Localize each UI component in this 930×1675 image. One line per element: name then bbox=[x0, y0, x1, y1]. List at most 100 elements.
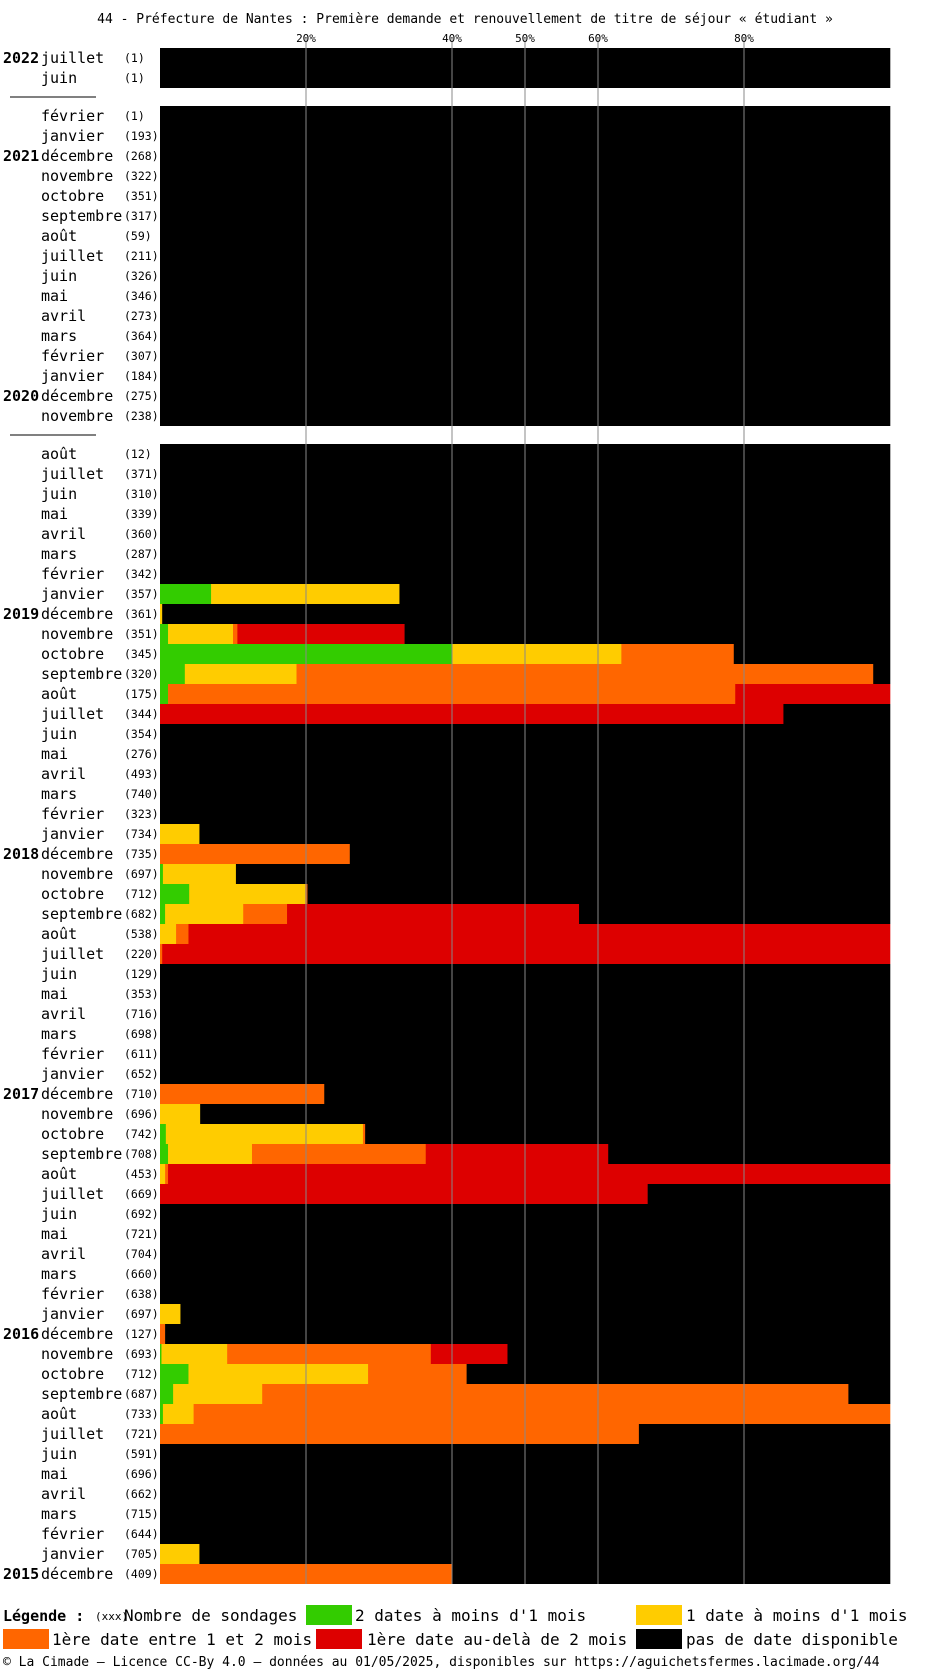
bar-segment-yellow bbox=[173, 1384, 263, 1404]
year-label: 2022 bbox=[3, 49, 39, 67]
month-label: novembre bbox=[41, 1105, 113, 1123]
count-label: (351) bbox=[124, 627, 159, 641]
bar-segment-red bbox=[425, 1144, 609, 1164]
bar-segment-orange bbox=[621, 644, 735, 664]
month-label: février bbox=[41, 805, 104, 823]
year-label: 2015 bbox=[3, 1565, 39, 1583]
bar-segment-red bbox=[162, 944, 891, 964]
month-label: avril bbox=[41, 1005, 86, 1023]
bar-segment-orange bbox=[362, 1124, 366, 1144]
bar-segment-yellow bbox=[160, 1164, 166, 1184]
month-label: septembre bbox=[41, 1145, 122, 1163]
month-label: octobre bbox=[41, 1125, 104, 1143]
count-label: (692) bbox=[124, 1207, 159, 1221]
count-label: (638) bbox=[124, 1287, 159, 1301]
bar-segment-orange bbox=[243, 904, 288, 924]
footer-credit: © La Cimade — Licence CC-By 4.0 — donnée… bbox=[3, 1655, 880, 1670]
count-label: (268) bbox=[124, 149, 159, 163]
month-label: avril bbox=[41, 525, 86, 543]
bar-segment-black bbox=[579, 904, 891, 924]
count-label: (733) bbox=[124, 1407, 159, 1421]
year-label: 2016 bbox=[3, 1325, 39, 1343]
month-label: mars bbox=[41, 327, 77, 345]
year-label: 2020 bbox=[3, 387, 39, 405]
bar-segment-green bbox=[160, 1384, 174, 1404]
count-label: (409) bbox=[124, 1567, 159, 1581]
month-label: mai bbox=[41, 505, 68, 523]
count-label: (353) bbox=[124, 987, 159, 1001]
count-label: (276) bbox=[124, 747, 159, 761]
bar-segment-orange bbox=[296, 664, 874, 684]
month-label: mars bbox=[41, 785, 77, 803]
count-label: (344) bbox=[124, 707, 159, 721]
bar-segment-yellow bbox=[189, 884, 306, 904]
count-label: (644) bbox=[124, 1527, 159, 1541]
month-label: juillet bbox=[41, 945, 104, 963]
count-label: (211) bbox=[124, 249, 159, 263]
month-label: avril bbox=[41, 765, 86, 783]
bar-segment-orange bbox=[160, 844, 351, 864]
legend-count-label: Nombre de sondages bbox=[124, 1606, 298, 1625]
count-label: (652) bbox=[124, 1067, 159, 1081]
bar-segment-red bbox=[430, 1344, 508, 1364]
bar-segment-yellow bbox=[160, 604, 163, 624]
month-label: janvier bbox=[41, 1545, 104, 1563]
count-label: (323) bbox=[124, 807, 159, 821]
month-label: novembre bbox=[41, 625, 113, 643]
chart-svg: 2022 juillet (1)juin (1)février (1)janvier (1… bbox=[3, 32, 891, 1584]
count-label: (697) bbox=[124, 867, 159, 881]
count-label: (238) bbox=[124, 409, 159, 423]
month-label: avril bbox=[41, 307, 86, 325]
month-label: mai bbox=[41, 985, 68, 1003]
month-label: octobre bbox=[41, 885, 104, 903]
bar-segment-yellow bbox=[162, 864, 237, 884]
count-label: (361) bbox=[124, 607, 159, 621]
bar-segment-yellow bbox=[168, 1144, 253, 1164]
bar-segment-yellow bbox=[160, 924, 177, 944]
bar-segment-black bbox=[235, 864, 891, 884]
bar-segment-yellow bbox=[165, 904, 244, 924]
bar-segment-black bbox=[638, 1424, 891, 1444]
month-label: mai bbox=[41, 745, 68, 763]
count-label: (704) bbox=[124, 1247, 159, 1261]
bar-segment-yellow bbox=[165, 1124, 364, 1144]
legend-label-black: pas de date disponible bbox=[686, 1630, 898, 1649]
bar-segment-green bbox=[160, 1144, 169, 1164]
bar-segment-yellow bbox=[211, 584, 400, 604]
month-label: octobre bbox=[41, 645, 104, 663]
count-label: (697) bbox=[124, 1307, 159, 1321]
count-label: (611) bbox=[124, 1047, 159, 1061]
month-label: juin bbox=[41, 485, 77, 503]
x-tick-label: 40% bbox=[442, 32, 462, 45]
month-label: janvier bbox=[41, 1305, 104, 1323]
bar-segment-black bbox=[162, 604, 891, 624]
count-label: (716) bbox=[124, 1007, 159, 1021]
bar-segment-red bbox=[735, 684, 891, 704]
bar-segment-orange bbox=[160, 1084, 325, 1104]
legend-title: Légende : bbox=[3, 1607, 85, 1625]
count-label: (275) bbox=[124, 389, 159, 403]
count-label: (710) bbox=[124, 1087, 159, 1101]
month-label: juin bbox=[41, 69, 77, 87]
count-label: (1) bbox=[124, 51, 145, 65]
bar-segment-yellow bbox=[452, 644, 622, 664]
month-label: février bbox=[41, 1525, 104, 1543]
month-label: octobre bbox=[41, 1365, 104, 1383]
month-label: décembre bbox=[41, 1565, 113, 1583]
bar-segment-black bbox=[180, 1304, 891, 1324]
count-label: (129) bbox=[124, 967, 159, 981]
x-tick-label: 20% bbox=[296, 32, 316, 45]
count-label: (698) bbox=[124, 1027, 159, 1041]
count-label: (660) bbox=[124, 1267, 159, 1281]
bar-segment-orange bbox=[262, 1384, 849, 1404]
x-tick-label: 60% bbox=[588, 32, 608, 45]
bar-segment-green bbox=[160, 664, 186, 684]
month-label: janvier bbox=[41, 825, 104, 843]
bar-segment-black bbox=[307, 884, 891, 904]
bar-segment-green bbox=[160, 864, 164, 884]
bar-segment-black bbox=[200, 1104, 891, 1124]
month-label: janvier bbox=[41, 585, 104, 603]
chart-title: 44 - Préfecture de Nantes : Première dem… bbox=[97, 12, 833, 27]
count-label: (538) bbox=[124, 927, 159, 941]
bar-segment-black bbox=[365, 1124, 891, 1144]
